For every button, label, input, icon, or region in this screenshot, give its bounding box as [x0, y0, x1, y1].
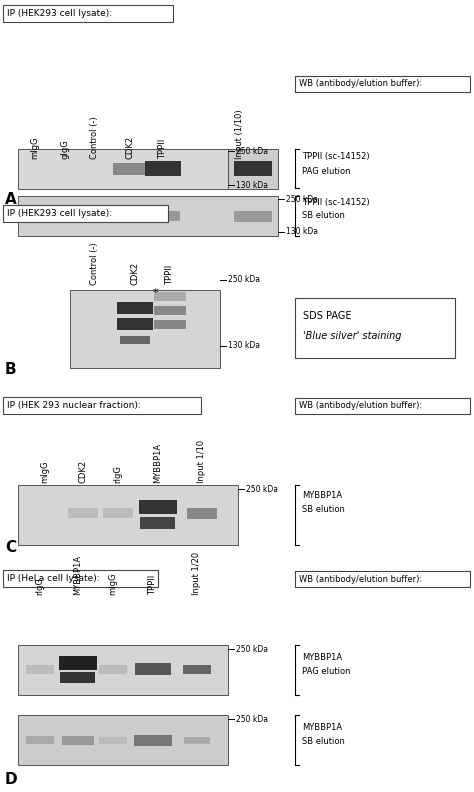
Bar [184, 737, 210, 744]
Text: gIgG: gIgG [61, 139, 70, 159]
Text: TPPII (sc-14152): TPPII (sc-14152) [302, 197, 370, 207]
Text: SB elution: SB elution [302, 211, 345, 220]
Text: PAG elution: PAG elution [302, 166, 350, 176]
Text: TPPII (sc-14152): TPPII (sc-14152) [302, 153, 370, 162]
Bar [18, 196, 278, 236]
Bar [113, 210, 147, 222]
Bar [80, 211, 110, 221]
Text: MYBBP1A: MYBBP1A [302, 490, 342, 500]
Text: Control (-): Control (-) [91, 242, 100, 285]
Bar [295, 398, 470, 414]
Text: CDK2: CDK2 [79, 460, 88, 483]
Bar [228, 149, 278, 189]
Bar [99, 737, 127, 744]
Text: 250 kDa: 250 kDa [228, 276, 260, 284]
Bar [295, 76, 470, 92]
Text: mIgG: mIgG [30, 136, 39, 159]
Text: 130 kDa: 130 kDa [228, 341, 260, 351]
Bar [154, 319, 186, 329]
Bar [113, 163, 147, 175]
Bar [3, 5, 173, 22]
Bar [139, 500, 177, 514]
Text: C: C [5, 540, 16, 555]
Text: CDK2: CDK2 [130, 262, 139, 285]
Text: TPPII: TPPII [158, 139, 167, 159]
Bar [117, 302, 153, 314]
Text: 'Blue silver' staining: 'Blue silver' staining [303, 331, 401, 341]
Bar [18, 645, 228, 695]
Bar [183, 664, 211, 673]
Text: rIgG: rIgG [113, 465, 122, 483]
Text: 250 kDa: 250 kDa [236, 714, 268, 724]
Bar [3, 397, 201, 414]
Text: WB (antibody/elution buffer):: WB (antibody/elution buffer): [299, 574, 422, 584]
Bar [145, 161, 181, 176]
Text: MYBBP1A: MYBBP1A [302, 653, 342, 661]
Text: SB elution: SB elution [302, 737, 345, 745]
Text: WB (antibody/elution buffer):: WB (antibody/elution buffer): [299, 79, 422, 89]
Text: IP (HEK 293 nuclear fraction):: IP (HEK 293 nuclear fraction): [7, 401, 141, 410]
Bar [50, 211, 80, 222]
Bar [18, 485, 238, 545]
Bar [135, 663, 171, 675]
Text: MYBBP1A: MYBBP1A [73, 555, 82, 595]
Text: 250 kDa: 250 kDa [246, 485, 278, 493]
Bar [3, 205, 168, 222]
Text: D: D [5, 772, 18, 787]
Bar [146, 211, 180, 221]
Text: *: * [153, 288, 159, 298]
Bar [140, 517, 175, 529]
Text: TPPII: TPPII [148, 575, 157, 595]
Bar [99, 664, 127, 673]
Bar [26, 736, 54, 744]
Text: A: A [5, 192, 17, 207]
Bar [3, 570, 158, 587]
Text: IP (HEK293 cell lysate):: IP (HEK293 cell lysate): [7, 9, 112, 18]
Bar [103, 508, 133, 518]
Bar [117, 318, 153, 330]
Bar [187, 508, 217, 519]
Bar [295, 298, 455, 358]
Text: WB (antibody/elution buffer):: WB (antibody/elution buffer): [299, 402, 422, 410]
Text: Control (-): Control (-) [91, 116, 100, 159]
Bar [70, 290, 220, 368]
Text: B: B [5, 363, 17, 378]
Text: 130 kDa: 130 kDa [286, 227, 318, 237]
Text: IP (HeLa cell lysate):: IP (HeLa cell lysate): [7, 574, 100, 583]
Text: MYBBP1A: MYBBP1A [302, 722, 342, 732]
Text: mIgG: mIgG [40, 460, 49, 483]
Bar [18, 715, 228, 765]
Text: Input 1/20: Input 1/20 [192, 552, 201, 595]
Bar [68, 508, 98, 518]
Bar [154, 291, 186, 300]
Bar [154, 306, 186, 314]
Text: mIgG: mIgG [109, 573, 118, 595]
Text: IP (HEK293 cell lysate):: IP (HEK293 cell lysate): [7, 209, 112, 218]
Bar [18, 149, 228, 189]
Bar [26, 664, 54, 673]
Bar [61, 672, 95, 683]
Text: Input 1/10: Input 1/10 [198, 440, 207, 483]
Text: 250 kDa: 250 kDa [286, 195, 318, 204]
Text: PAG elution: PAG elution [302, 667, 350, 676]
Text: Input (1/10): Input (1/10) [236, 109, 245, 159]
Text: TPPII: TPPII [165, 265, 174, 285]
Bar [20, 211, 50, 221]
Text: 250 kDa: 250 kDa [236, 147, 268, 155]
Text: SDS PAGE: SDS PAGE [303, 311, 352, 321]
Text: 250 kDa: 250 kDa [236, 645, 268, 653]
Text: 130 kDa: 130 kDa [236, 181, 268, 189]
Bar [134, 734, 172, 745]
Text: SB elution: SB elution [302, 505, 345, 515]
Bar [62, 736, 94, 744]
Bar [59, 656, 97, 670]
Bar [234, 161, 272, 176]
Text: MYBBP1A: MYBBP1A [154, 443, 163, 483]
Text: CDK2: CDK2 [126, 136, 135, 159]
Bar [295, 571, 470, 587]
Bar [120, 336, 150, 344]
Text: rIgG: rIgG [36, 577, 45, 595]
Bar [234, 211, 272, 222]
